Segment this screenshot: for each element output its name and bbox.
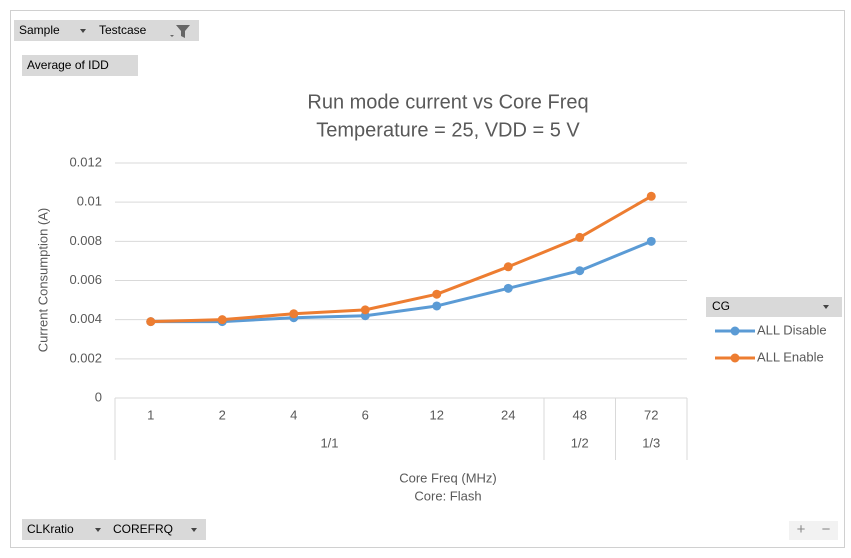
series-line (150, 239, 652, 324)
value-button[interactable]: Average of IDD (22, 55, 138, 76)
axis-field[interactable]: COREFRQ (113, 522, 173, 536)
axis-field[interactable]: CLKratio (27, 522, 74, 536)
legend-button[interactable]: CG (706, 297, 842, 317)
x-axis-label: Core Freq (MHz) (399, 470, 497, 485)
legend-marker (730, 326, 740, 336)
x-tick-label: 72 (644, 407, 658, 422)
data-point (575, 266, 585, 276)
x-group-label: 1/2 (571, 435, 589, 450)
filter-field[interactable]: Testcase (99, 23, 147, 37)
x-tick-label: 1 (147, 407, 154, 422)
filter-icon[interactable] (170, 25, 190, 38)
filter-bar[interactable] (14, 20, 199, 41)
data-point (289, 309, 299, 319)
dropdown-arrow[interactable] (80, 29, 86, 33)
y-tick-label: 0.008 (69, 233, 102, 248)
x-tick-label: 24 (501, 407, 515, 422)
filter-field[interactable]: Sample (19, 23, 60, 37)
legend-title[interactable]: CG (712, 299, 730, 313)
dropdown-arrow[interactable] (191, 528, 197, 532)
zoom-in[interactable]: + (797, 521, 806, 538)
value-field-bg[interactable] (22, 55, 138, 76)
data-point (217, 315, 227, 325)
y-tick-label: 0.004 (69, 311, 102, 326)
filter-buttons[interactable]: Sample Testcase (14, 20, 199, 41)
chart-subtitle: Temperature = 25, VDD = 5 V (316, 119, 580, 141)
data-point (646, 191, 656, 201)
x-axis-label: Core: Flash (414, 488, 481, 503)
data-point (146, 317, 156, 327)
data-point (432, 301, 442, 311)
y-axis-label: Current Consumption (A) (35, 208, 50, 353)
x-group-label: 1/3 (642, 435, 660, 450)
y-tick-label: 0 (95, 389, 102, 404)
zoom-out[interactable]: − (822, 521, 831, 538)
y-tick-label: 0.012 (69, 154, 102, 169)
legend-marker (730, 353, 740, 363)
x-tick-label: 2 (219, 407, 226, 422)
zoom-buttons[interactable]: + − (789, 521, 838, 540)
dropdown-arrow[interactable] (95, 528, 101, 532)
data-point (432, 289, 442, 299)
data-point (503, 283, 513, 293)
x-tick-label: 12 (430, 407, 444, 422)
series-line (150, 194, 652, 324)
legend-label: ALL Enable (757, 349, 824, 364)
chart-border (10, 10, 845, 548)
data-point (575, 232, 585, 242)
y-tick-label: 0.002 (69, 350, 102, 365)
value-field[interactable]: Average of IDD (27, 58, 109, 72)
axis-bar[interactable] (22, 519, 206, 540)
legend-title-bg[interactable] (706, 297, 842, 317)
legend-label: ALL Disable (757, 322, 827, 337)
axis-buttons[interactable]: CLKratio COREFRQ (22, 519, 206, 540)
x-group-label: 1/1 (320, 435, 338, 450)
chart-title: Run mode current vs Core Freq (307, 91, 588, 113)
dropdown-arrow[interactable] (823, 305, 829, 309)
x-tick-label: 6 (362, 407, 369, 422)
x-tick-label: 48 (573, 407, 587, 422)
y-tick-label: 0.006 (69, 272, 102, 287)
y-tick-label: 0.01 (77, 194, 102, 209)
zoom-bg[interactable] (789, 521, 838, 540)
data-point (360, 305, 370, 315)
x-tick-label: 4 (290, 407, 297, 422)
data-point (646, 236, 656, 246)
data-point (503, 262, 513, 272)
